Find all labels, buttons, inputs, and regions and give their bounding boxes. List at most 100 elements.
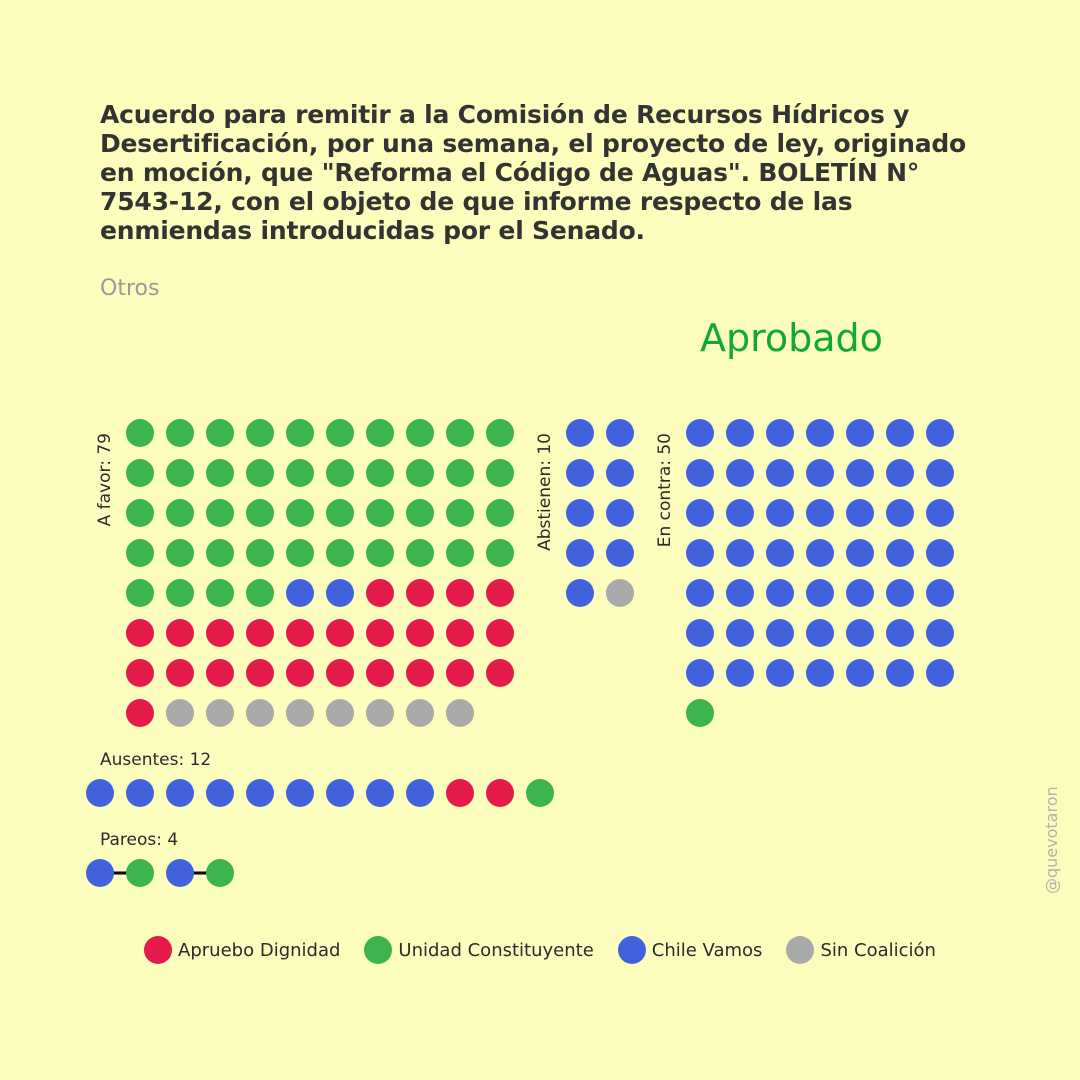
- legend-item-unidad-constituyente: Unidad Constituyente: [364, 936, 594, 964]
- a_favor-seat-unidad-constituyente: [126, 499, 154, 527]
- ausentes-seat-apruebo-dignidad: [446, 779, 474, 807]
- legend: Apruebo Dignidad Unidad Constituyente Chil…: [0, 936, 1080, 964]
- a_favor-seat-unidad-constituyente: [446, 419, 474, 447]
- a_favor-seat-unidad-constituyente: [166, 419, 194, 447]
- a_favor-seat-unidad-constituyente: [486, 499, 514, 527]
- a_favor-seat-apruebo-dignidad: [486, 579, 514, 607]
- a_favor-seat-apruebo-dignidad: [126, 619, 154, 647]
- en_contra-seat-chile-vamos: [886, 539, 914, 567]
- a_favor-seat-unidad-constituyente: [286, 499, 314, 527]
- abstienen-seat-chile-vamos: [566, 459, 594, 487]
- en_contra-seat-chile-vamos: [766, 539, 794, 567]
- en_contra-seat-chile-vamos: [926, 579, 954, 607]
- a_favor-seat-unidad-constituyente: [166, 459, 194, 487]
- ausentes-seat-unidad-constituyente: [526, 779, 554, 807]
- a_favor-seat-sin-coalicion: [206, 699, 234, 727]
- abstienen-seat-chile-vamos: [566, 539, 594, 567]
- a_favor-seat-unidad-constituyente: [246, 539, 274, 567]
- a_favor-seat-apruebo-dignidad: [446, 579, 474, 607]
- a_favor-seat-unidad-constituyente: [126, 579, 154, 607]
- legend-label: Apruebo Dignidad: [178, 939, 341, 961]
- en_contra-seat-chile-vamos: [926, 419, 954, 447]
- a_favor-seat-apruebo-dignidad: [486, 659, 514, 687]
- en_contra-seat-chile-vamos: [726, 419, 754, 447]
- en_contra-seat-chile-vamos: [806, 659, 834, 687]
- a_favor-seat-unidad-constituyente: [326, 419, 354, 447]
- ausentes-seat-chile-vamos: [406, 779, 434, 807]
- a_favor-seat-unidad-constituyente: [166, 499, 194, 527]
- en_contra-seat-chile-vamos: [806, 499, 834, 527]
- en_contra-seat-chile-vamos: [926, 539, 954, 567]
- a_favor-seat-unidad-constituyente: [446, 539, 474, 567]
- en_contra-seat-chile-vamos: [726, 459, 754, 487]
- a_favor-seat-apruebo-dignidad: [366, 579, 394, 607]
- a_favor-seat-chile-vamos: [286, 579, 314, 607]
- a_favor-seat-unidad-constituyente: [126, 459, 154, 487]
- a_favor-seat-unidad-constituyente: [486, 539, 514, 567]
- a_favor-seat-apruebo-dignidad: [446, 659, 474, 687]
- abstienen-seat-chile-vamos: [566, 499, 594, 527]
- a_favor-seat-sin-coalicion: [326, 699, 354, 727]
- ausentes-seat-chile-vamos: [206, 779, 234, 807]
- en_contra-seat-chile-vamos: [766, 619, 794, 647]
- a_favor-seat-unidad-constituyente: [406, 459, 434, 487]
- abstienen-seat-chile-vamos: [606, 459, 634, 487]
- en_contra-seat-chile-vamos: [686, 579, 714, 607]
- en_contra-seat-chile-vamos: [886, 659, 914, 687]
- a_favor-seat-apruebo-dignidad: [246, 659, 274, 687]
- legend-swatch: [364, 936, 393, 964]
- en_contra-seat-chile-vamos: [766, 579, 794, 607]
- en_contra-seat-chile-vamos: [886, 579, 914, 607]
- a_favor-seat-sin-coalicion: [166, 699, 194, 727]
- ausentes-seat-chile-vamos: [326, 779, 354, 807]
- en_contra-seat-chile-vamos: [846, 419, 874, 447]
- ausentes-seat-chile-vamos: [126, 779, 154, 807]
- ausentes-seat-chile-vamos: [86, 779, 114, 807]
- pareos-seat-chile-vamos: [166, 859, 194, 887]
- en_contra-seat-unidad-constituyente: [686, 699, 714, 727]
- a_favor-seat-unidad-constituyente: [126, 419, 154, 447]
- a_favor-seat-apruebo-dignidad: [366, 659, 394, 687]
- en_contra-seat-chile-vamos: [846, 539, 874, 567]
- ausentes-seat-chile-vamos: [286, 779, 314, 807]
- legend-item-sin-coalicion: Sin Coalición: [786, 936, 936, 964]
- a_favor-seat-apruebo-dignidad: [206, 659, 234, 687]
- a_favor-seat-sin-coalicion: [446, 699, 474, 727]
- legend-label: Chile Vamos: [651, 939, 763, 961]
- pareos-label: Pareos: 4: [100, 830, 178, 850]
- a_favor-seat-chile-vamos: [326, 579, 354, 607]
- ausentes-seat-chile-vamos: [166, 779, 194, 807]
- a_favor-seat-sin-coalicion: [366, 699, 394, 727]
- pareos-seat-unidad-constituyente: [126, 859, 154, 887]
- en_contra-seat-chile-vamos: [806, 539, 834, 567]
- a_favor-seat-apruebo-dignidad: [406, 659, 434, 687]
- a_favor-seat-unidad-constituyente: [326, 539, 354, 567]
- a_favor-seat-unidad-constituyente: [246, 459, 274, 487]
- a_favor-seat-apruebo-dignidad: [166, 619, 194, 647]
- a_favor-seat-apruebo-dignidad: [286, 659, 314, 687]
- en_contra-label: En contra: 50: [655, 433, 675, 547]
- a_favor-seat-unidad-constituyente: [326, 459, 354, 487]
- a_favor-seat-apruebo-dignidad: [326, 619, 354, 647]
- a_favor-seat-apruebo-dignidad: [486, 619, 514, 647]
- legend-item-chile-vamos: Chile Vamos: [617, 936, 763, 964]
- a_favor-seat-sin-coalicion: [406, 699, 434, 727]
- a_favor-seat-unidad-constituyente: [166, 539, 194, 567]
- en_contra-seat-chile-vamos: [686, 659, 714, 687]
- ausentes-seat-apruebo-dignidad: [486, 779, 514, 807]
- en_contra-seat-chile-vamos: [926, 619, 954, 647]
- a_favor-seat-apruebo-dignidad: [406, 579, 434, 607]
- a_favor-seat-unidad-constituyente: [246, 579, 274, 607]
- en_contra-seat-chile-vamos: [806, 619, 834, 647]
- a_favor-seat-unidad-constituyente: [446, 499, 474, 527]
- en_contra-seat-chile-vamos: [766, 659, 794, 687]
- en_contra-seat-chile-vamos: [686, 619, 714, 647]
- a_favor-seat-unidad-constituyente: [366, 539, 394, 567]
- en_contra-seat-chile-vamos: [766, 499, 794, 527]
- a_favor-seat-unidad-constituyente: [206, 539, 234, 567]
- a_favor-seat-apruebo-dignidad: [366, 619, 394, 647]
- a_favor-seat-apruebo-dignidad: [406, 619, 434, 647]
- a_favor-seat-unidad-constituyente: [406, 419, 434, 447]
- a_favor-seat-unidad-constituyente: [126, 539, 154, 567]
- abstienen-seat-sin-coalicion: [606, 579, 634, 607]
